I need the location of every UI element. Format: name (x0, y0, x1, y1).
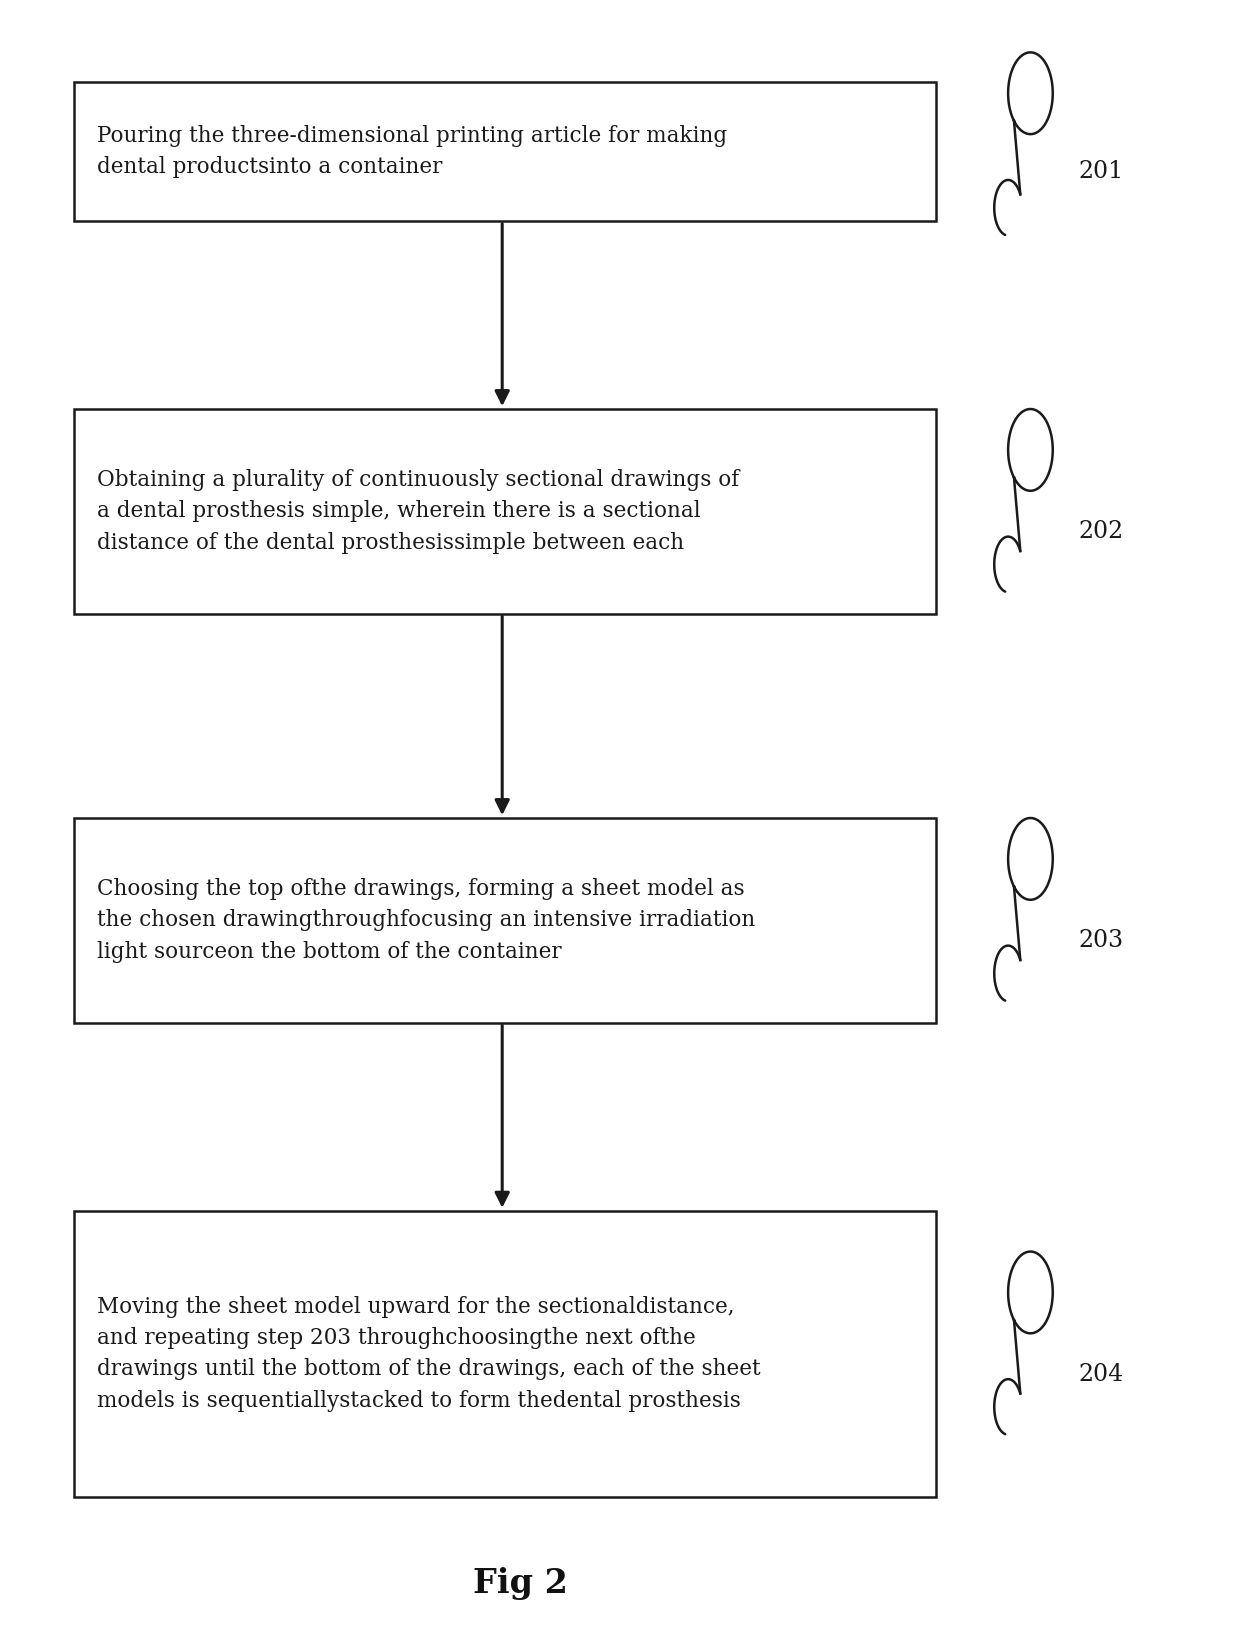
Text: 201: 201 (1079, 160, 1123, 183)
Text: 202: 202 (1079, 520, 1123, 543)
FancyBboxPatch shape (74, 818, 936, 1022)
Text: Obtaining a plurality of continuously sectional drawings of
a dental prosthesis : Obtaining a plurality of continuously se… (97, 470, 739, 553)
Text: Fig 2: Fig 2 (474, 1567, 568, 1600)
FancyBboxPatch shape (74, 82, 936, 221)
FancyBboxPatch shape (74, 409, 936, 614)
Text: Pouring the three-dimensional printing article for making
dental productsinto a : Pouring the three-dimensional printing a… (97, 124, 727, 178)
Text: Choosing the top ofthe drawings, forming a sheet model as
the chosen drawingthro: Choosing the top ofthe drawings, forming… (97, 879, 755, 962)
Text: 203: 203 (1079, 929, 1123, 952)
FancyBboxPatch shape (74, 1211, 936, 1497)
Text: 204: 204 (1079, 1363, 1123, 1386)
Text: Moving the sheet model upward for the sectionaldistance,
and repeating step 203 : Moving the sheet model upward for the se… (97, 1296, 760, 1412)
